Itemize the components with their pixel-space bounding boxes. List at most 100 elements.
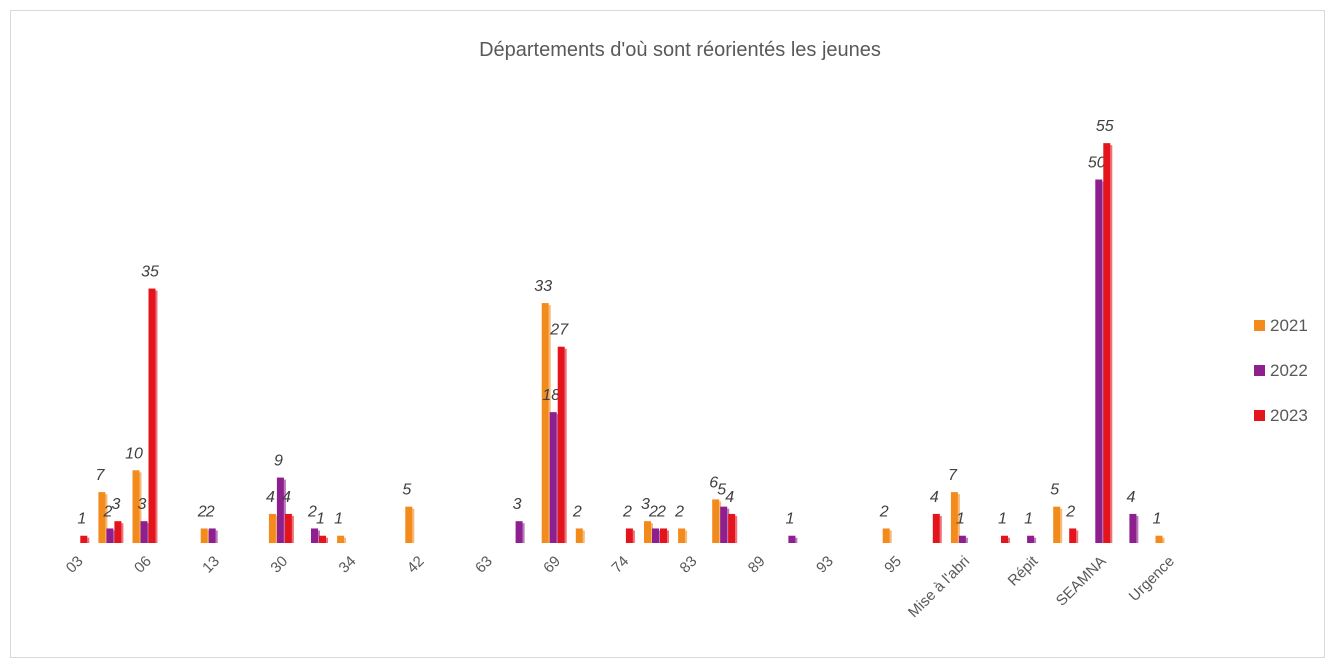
data-label: 1: [316, 511, 325, 528]
bar: [284, 513, 292, 543]
bar: [337, 535, 345, 543]
bar: [882, 528, 890, 543]
data-label: 2: [879, 503, 889, 520]
bar: [788, 535, 796, 543]
bar: [1103, 143, 1111, 543]
legend-label: 2022: [1270, 361, 1308, 380]
bar: [140, 521, 148, 543]
bar: [652, 528, 659, 543]
data-label: 55: [1096, 118, 1114, 135]
bar: [1155, 535, 1163, 543]
bar: [541, 303, 549, 543]
bar-side: [522, 523, 525, 543]
data-label: 1: [77, 511, 86, 528]
data-label: 2: [674, 503, 684, 520]
bar-side: [632, 530, 635, 543]
data-label: 4: [930, 489, 939, 506]
bar-side: [564, 348, 567, 543]
data-label: 10: [125, 445, 143, 462]
bar: [208, 528, 216, 543]
bar: [98, 492, 106, 543]
bar: [276, 477, 284, 543]
data-label: 3: [111, 496, 120, 513]
bar-side: [283, 479, 286, 543]
data-label: 2: [102, 503, 112, 520]
data-label: 2: [307, 503, 317, 520]
data-label: 7: [95, 467, 105, 484]
data-label: 2: [622, 503, 632, 520]
bar: [712, 499, 720, 543]
bar: [148, 288, 156, 543]
data-label: 3: [138, 496, 147, 513]
data-label: 18: [542, 387, 560, 404]
data-label: 4: [266, 489, 275, 506]
bar: [950, 492, 958, 543]
bar: [405, 506, 413, 543]
data-label: 2: [205, 503, 215, 520]
bar: [1069, 528, 1077, 543]
data-label: 1: [956, 511, 965, 528]
bar-side: [1110, 145, 1113, 543]
bar: [80, 535, 88, 543]
legend-label: 2023: [1270, 406, 1308, 425]
data-label: 3: [513, 496, 522, 513]
bar: [557, 346, 565, 543]
bar-side: [582, 530, 585, 543]
bar: [311, 528, 318, 543]
bar: [1053, 506, 1061, 543]
bar: [319, 535, 326, 543]
data-label: 1: [998, 511, 1007, 528]
bar-side: [155, 290, 158, 543]
bar-side: [735, 515, 738, 543]
bar-side: [344, 537, 347, 543]
bar-side: [87, 537, 90, 543]
data-label: 9: [274, 453, 283, 470]
bar: [1095, 179, 1103, 543]
data-label: 2: [572, 503, 582, 520]
bar: [660, 528, 667, 543]
bar: [644, 521, 651, 543]
data-label: 1: [1153, 511, 1162, 528]
bar-side: [889, 530, 892, 543]
data-label: 6: [709, 474, 718, 491]
bar: [200, 528, 208, 543]
bar-side: [1060, 508, 1063, 543]
bar: [1001, 535, 1008, 543]
bar-side: [685, 530, 688, 543]
data-label: 5: [717, 482, 726, 499]
bar: [114, 521, 122, 543]
bar: [549, 412, 557, 543]
bar-side: [1162, 537, 1165, 543]
bar: [720, 506, 728, 543]
legend-label: 2021: [1270, 316, 1308, 335]
data-label: 4: [282, 489, 291, 506]
data-label: 27: [549, 322, 569, 339]
bar-side: [1076, 530, 1079, 543]
data-label: 5: [402, 482, 411, 499]
bar: [575, 528, 583, 543]
bar-side: [412, 508, 415, 543]
data-label: 2: [197, 503, 207, 520]
data-label: 1: [785, 511, 794, 528]
bar: [132, 470, 140, 543]
data-label: 2: [1065, 503, 1075, 520]
data-label: 50: [1088, 155, 1106, 172]
data-label: 35: [141, 264, 159, 281]
bar-side: [939, 515, 942, 543]
bar-side: [326, 537, 328, 543]
bar: [728, 513, 736, 543]
data-label: 2: [648, 503, 658, 520]
bar-side: [957, 494, 960, 543]
legend-swatch: [1254, 365, 1265, 376]
data-label: 7: [948, 467, 958, 484]
chart-title: Départements d'où sont réorientés les je…: [479, 39, 881, 61]
bar: [106, 528, 114, 543]
bar-side: [1136, 515, 1139, 543]
legend-swatch: [1254, 410, 1265, 421]
bar: [932, 513, 940, 543]
data-label: 4: [725, 489, 734, 506]
data-label: 5: [1050, 482, 1059, 499]
data-label: 4: [1126, 489, 1135, 506]
bar: [1027, 535, 1035, 543]
bar-side: [291, 515, 294, 543]
